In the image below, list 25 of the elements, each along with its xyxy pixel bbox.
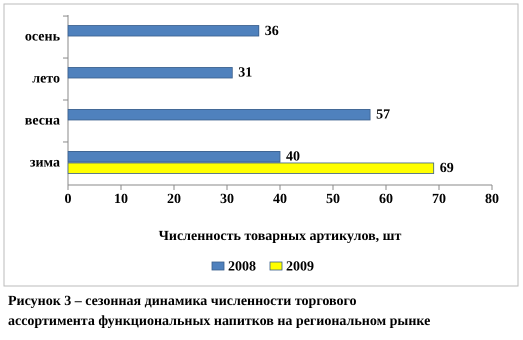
- data-label: 69: [440, 161, 454, 176]
- legend-label: 2008: [228, 260, 256, 274]
- x-tick-label: 70: [432, 192, 446, 207]
- x-tick-label: 30: [220, 192, 234, 207]
- bar: [68, 109, 370, 120]
- data-label: 40: [286, 150, 300, 165]
- x-tick-label: 80: [485, 192, 499, 207]
- data-label: 31: [238, 66, 252, 81]
- legend-label: 2009: [286, 260, 314, 274]
- x-tick-label: 50: [326, 192, 340, 207]
- data-label: 36: [264, 24, 279, 39]
- y-tick-label: весна: [24, 113, 60, 128]
- x-axis-title: Численность товарных артикулов, шт: [158, 229, 402, 244]
- x-tick-label: 60: [379, 192, 393, 207]
- x-tick-label: 0: [64, 192, 72, 207]
- bar: [68, 67, 233, 78]
- y-tick-label: лето: [32, 72, 60, 87]
- y-tick-label: зима: [30, 155, 60, 170]
- x-tick-label: 40: [273, 192, 287, 207]
- data-label: 57: [376, 108, 390, 123]
- bar: [68, 25, 260, 36]
- x-tick-label: 20: [167, 192, 181, 207]
- text: Рисунок 3 – сезонная динамика численности торгового ассортимента функциональных напитков на региональном рынке: [8, 294, 430, 329]
- y-tick-label: осень: [24, 30, 61, 45]
- x-tick-label: 10: [114, 192, 128, 207]
